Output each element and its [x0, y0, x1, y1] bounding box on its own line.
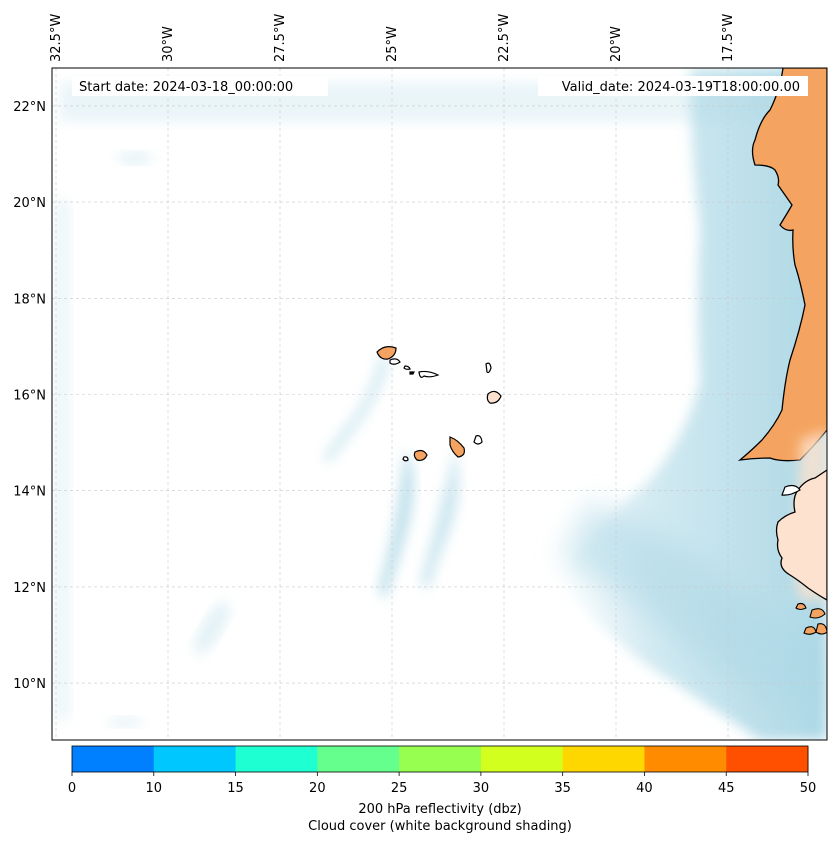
longitude-tick-label: 27.5°W — [273, 14, 288, 62]
colorbar-bin — [72, 746, 155, 772]
longitude-tick-label: 20°W — [609, 26, 624, 62]
latitude-tick-label: 22°N — [13, 100, 46, 115]
island-maio — [473, 435, 483, 445]
latitude-tick-label: 14°N — [13, 485, 46, 500]
colorbar-bin — [153, 746, 237, 772]
colorbar-bins — [72, 746, 809, 772]
gambia-river-mouth — [781, 484, 801, 496]
bijagos-island-2 — [803, 626, 817, 635]
info-start-box: Start date: 2024-03-18_00:00:00 — [72, 76, 328, 96]
colorbar-bin — [235, 746, 318, 772]
colorbar-label-line1: 200 hPa reflectivity (dbz) — [358, 802, 521, 817]
cloud-streak-brava — [378, 450, 414, 600]
colorbar-tick-label: 15 — [227, 781, 244, 796]
cloud-patch-west — [194, 601, 230, 655]
colorbar-tick-label: 10 — [146, 781, 163, 796]
cloud-patch-south — [107, 717, 143, 727]
island-santa-luzia — [403, 365, 411, 370]
longitude-tick-label: 25°W — [385, 26, 400, 62]
colorbar-outline — [71, 745, 809, 773]
colorbar-tick-label: 0 — [68, 781, 76, 796]
latitude-tick-label: 12°N — [13, 581, 46, 596]
african-coast — [737, 68, 827, 635]
colorbar-ticks: 0 10 15 20 25 30 35 40 45 50 — [68, 772, 816, 796]
longitude-labels: 32.5°W 30°W 27.5°W 25°W 22.5°W 20°W 17.5°W — [49, 14, 736, 62]
colorbar-tick-label: 20 — [309, 781, 326, 796]
latitude-tick-label: 16°N — [13, 389, 46, 404]
colorbar-bin — [480, 746, 564, 772]
guinea-bissau-land — [775, 469, 827, 601]
colorbar-bin — [726, 746, 809, 772]
colorbar-bin — [644, 746, 727, 772]
start-date-label: Start date: 2024-03-18_00:00:00 — [79, 80, 293, 95]
colorbar-tick-label: 25 — [391, 781, 408, 796]
latitude-tick-label: 18°N — [13, 292, 46, 307]
island-brava — [402, 456, 409, 462]
colorbar: 0 10 15 20 25 30 35 40 45 50 200 hPa reflectivity… — [68, 745, 816, 834]
colorbar-tick-label: 35 — [554, 781, 571, 796]
latitude-tick-label: 20°N — [13, 196, 46, 211]
island-santo-antao — [376, 346, 397, 360]
colorbar-tick-label: 30 — [473, 781, 490, 796]
latitude-labels: 22°N 20°N 18°N 16°N 14°N 12°N 10°N — [13, 100, 46, 692]
cloud-streak-santo-antao — [322, 355, 390, 462]
colorbar-tick-label: 50 — [800, 781, 817, 796]
mauritania-senegal-land — [737, 68, 827, 462]
island-sao-nicolau — [418, 370, 440, 378]
info-valid-box: Valid_date: 2024-03-19T18:00:00.00 — [538, 76, 808, 96]
bijagos-island-1 — [809, 608, 826, 619]
info-start-background — [72, 76, 328, 96]
longitude-tick-label: 30°W — [161, 26, 176, 62]
bijagos-island-4 — [795, 602, 807, 611]
latitude-tick-label: 10°N — [13, 677, 46, 692]
island-boa-vista — [486, 390, 502, 404]
island-sao-vicente — [389, 358, 401, 365]
valid-date-label: Valid_date: 2024-03-19T18:00:00.00 — [562, 80, 800, 95]
island-ilheu — [409, 371, 415, 375]
colorbar-tick-label: 45 — [718, 781, 735, 796]
colorbar-bin — [399, 746, 482, 772]
info-valid-background — [538, 76, 808, 96]
cloud-patch-north — [117, 152, 153, 164]
map-panel — [52, 68, 827, 740]
colorbar-bin — [562, 746, 645, 772]
longitude-tick-label: 17.5°W — [721, 14, 736, 62]
colorbar-label-line2: Cloud cover (white background shading) — [308, 819, 572, 834]
cape-verde-islands — [376, 346, 502, 462]
longitude-tick-label: 22.5°W — [497, 14, 512, 62]
graticule — [52, 68, 827, 740]
cloud-streak-fogo — [420, 450, 459, 590]
island-fogo — [413, 449, 428, 462]
cloud-swath-south — [560, 500, 827, 720]
colorbar-tick-label: 40 — [636, 781, 653, 796]
island-santiago — [449, 436, 465, 458]
cloud-left-edge — [54, 200, 70, 720]
island-sal — [485, 362, 492, 374]
longitude-tick-label: 32.5°W — [49, 14, 64, 62]
colorbar-bin — [317, 746, 400, 772]
map-frame — [51, 67, 828, 741]
